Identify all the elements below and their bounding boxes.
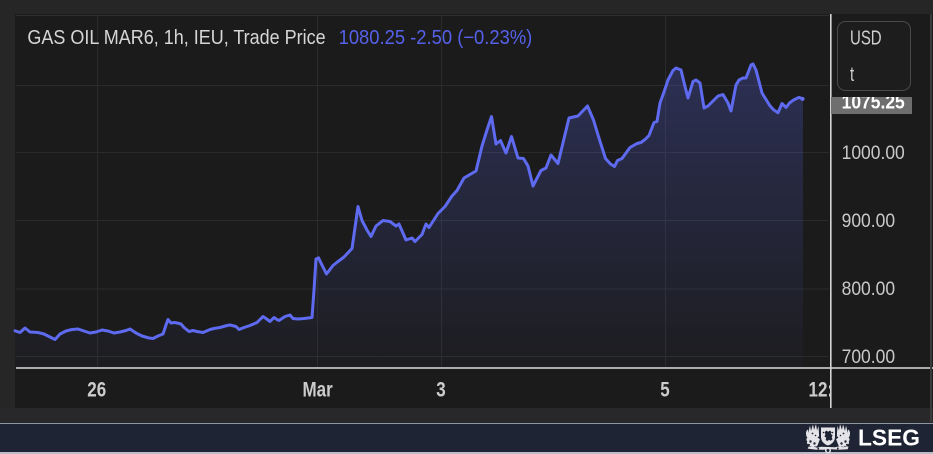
svg-text:USD: USD	[850, 26, 882, 49]
svg-text:LSEG: LSEG	[858, 425, 920, 451]
svg-text:900.00: 900.00	[842, 209, 895, 231]
svg-text:1075.25: 1075.25	[842, 91, 905, 113]
svg-text:GAS OIL MAR6, 1h, IEU, Trade P: GAS OIL MAR6, 1h, IEU, Trade Price	[27, 27, 325, 49]
svg-text:800.00: 800.00	[842, 277, 895, 299]
svg-text:Mar: Mar	[302, 379, 333, 402]
svg-text:26: 26	[87, 379, 106, 402]
svg-text:t: t	[850, 63, 854, 86]
svg-text:3: 3	[436, 379, 445, 402]
svg-text:1000.00: 1000.00	[842, 141, 905, 163]
svg-text:1080.25 -2.50 (−0.23%): 1080.25 -2.50 (−0.23%)	[339, 27, 533, 49]
svg-text:12:00: 12:00	[809, 379, 852, 402]
svg-text:5: 5	[660, 379, 670, 402]
svg-text:700.00: 700.00	[842, 345, 895, 367]
